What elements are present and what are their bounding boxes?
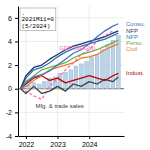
tick-mark bbox=[58, 136, 59, 139]
grid-line bbox=[57, 6, 58, 136]
x-axis: 2022 2023 2024 bbox=[19, 136, 125, 148]
series-label: Consu. bbox=[126, 21, 145, 27]
text-box: .2021M11=0(5/2024) bbox=[20, 8, 56, 31]
text-box-line: (5/2024) bbox=[22, 23, 51, 30]
tick: -2 bbox=[6, 109, 18, 116]
annotation: GDP (SPGM) bbox=[59, 45, 95, 51]
tick-label: 2 bbox=[8, 62, 12, 69]
line bbox=[21, 33, 119, 89]
bar bbox=[116, 36, 120, 89]
tick-label: 0 bbox=[8, 85, 12, 92]
line bbox=[21, 24, 119, 89]
tick-mark bbox=[89, 136, 90, 139]
text-box-frame bbox=[20, 8, 56, 31]
chart: 2022 2023 2024 -4 -2 0 2 4 6 GDP (SPGM) Mfg. & tra… bbox=[0, 0, 150, 150]
series-labels: Consu.NFPNFPPerso.CivilIndust. bbox=[126, 21, 145, 77]
line bbox=[21, 40, 119, 88]
bar bbox=[101, 50, 105, 89]
tick: 2 bbox=[8, 62, 18, 69]
tick-mark bbox=[26, 136, 27, 139]
tick-mark bbox=[15, 112, 18, 113]
annotation: Mfg. & trade sales bbox=[35, 103, 83, 109]
tick-label: 6 bbox=[8, 15, 12, 22]
tick-mark bbox=[15, 65, 18, 66]
bar bbox=[37, 84, 41, 89]
tick-label: 4 bbox=[8, 38, 12, 45]
tick-mark bbox=[15, 18, 18, 19]
tick: 4 bbox=[8, 38, 18, 45]
series-label: Civil bbox=[126, 46, 137, 52]
bar bbox=[42, 82, 46, 89]
line bbox=[21, 44, 119, 89]
tick-mark bbox=[15, 89, 18, 90]
tick-label: 2023 bbox=[50, 141, 66, 148]
axis-line bbox=[19, 136, 125, 137]
tick: -4 bbox=[6, 133, 18, 140]
tick-mark bbox=[15, 41, 18, 42]
tick-label: -2 bbox=[6, 109, 12, 116]
grid-line bbox=[89, 6, 90, 136]
tick: 0 bbox=[8, 85, 18, 92]
tick-mark bbox=[15, 136, 18, 137]
grid bbox=[18, 6, 124, 136]
series-label: Indust. bbox=[126, 70, 144, 76]
plot-area bbox=[21, 24, 121, 100]
tick: 6 bbox=[8, 15, 18, 22]
axis-line bbox=[18, 7, 19, 137]
tick-label: 2022 bbox=[19, 141, 35, 148]
tick-label: -4 bbox=[6, 133, 12, 140]
grid-line bbox=[18, 112, 124, 113]
grid-line bbox=[18, 136, 124, 137]
y-axis: -4 -2 0 2 4 6 bbox=[6, 7, 19, 140]
bar bbox=[90, 57, 94, 89]
text-box-text: .2021M11=0(5/2024) bbox=[22, 10, 55, 30]
tick: 2024 bbox=[82, 136, 98, 148]
tick: 2022 bbox=[19, 136, 35, 148]
line bbox=[21, 73, 119, 88]
line bbox=[21, 31, 119, 89]
bar bbox=[106, 45, 110, 89]
grid-line bbox=[18, 41, 124, 42]
tick: 2023 bbox=[50, 136, 66, 148]
tick-label: 2024 bbox=[82, 141, 98, 148]
bar bbox=[64, 72, 68, 89]
annotations: GDP (SPGM) Mfg. & trade sales bbox=[35, 45, 95, 109]
